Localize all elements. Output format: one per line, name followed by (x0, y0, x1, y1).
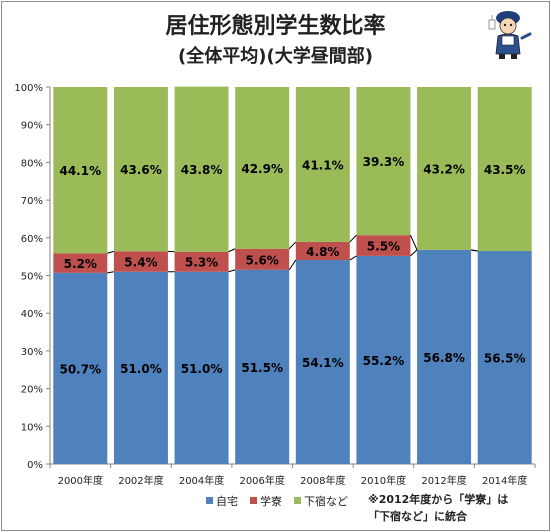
legend-label: 下宿など (304, 494, 348, 508)
y-tick-label: 100% (14, 83, 43, 94)
data-label: 39.3% (363, 155, 405, 169)
bar-segment-2 (53, 253, 108, 273)
y-tick-label: 60% (21, 234, 43, 245)
legend-swatch (294, 497, 301, 504)
mascot-character-icon (488, 11, 532, 59)
bar-segment-2 (356, 235, 411, 256)
bar-segment-2 (235, 248, 290, 270)
data-label: 43.5% (484, 163, 526, 177)
data-label: 51.0% (181, 362, 223, 376)
chart-subtitle: (全体平均)(大学昼間部) (178, 46, 373, 67)
legend-label: 自宅 (216, 494, 238, 508)
bar-segment-3 (356, 87, 411, 236)
data-label: 5.3% (185, 256, 218, 270)
data-label: 5.6% (246, 253, 279, 267)
y-tick-label: 40% (21, 309, 43, 320)
y-tick-label: 20% (21, 385, 43, 396)
y-tick-label: 80% (21, 158, 43, 169)
y-tick-label: 0% (27, 460, 43, 471)
bar-segment-1 (356, 255, 411, 464)
data-label: 42.9% (241, 162, 283, 176)
data-label: 56.5% (484, 351, 526, 365)
data-label: 43.2% (423, 162, 465, 176)
x-tick-label: 2008年度 (300, 474, 345, 487)
y-tick-label: 30% (21, 347, 43, 358)
bar-segment-2 (174, 251, 229, 272)
x-tick-label: 2010年度 (361, 474, 406, 487)
bar-segment-1 (235, 269, 290, 464)
bar-segment-1 (113, 271, 168, 464)
data-label: 55.2% (363, 354, 405, 368)
bar-segment-3 (235, 87, 290, 249)
bar-segment-3 (295, 87, 350, 242)
data-label: 5.5% (367, 240, 400, 254)
bar-segment-3 (477, 87, 532, 251)
bar-segment-2 (113, 251, 168, 272)
data-label: 43.8% (181, 163, 223, 177)
data-label: 50.7% (59, 362, 101, 376)
bar-segment-3 (417, 87, 472, 250)
x-tick-label: 2004年度 (179, 474, 224, 487)
series-line-1 (107, 249, 478, 274)
bar-segment-1 (295, 260, 350, 464)
data-label: 44.1% (59, 164, 101, 178)
footnote-line-1: ※2012年度から「学寮」は (368, 493, 509, 506)
data-label: 51.0% (120, 362, 162, 376)
legend-swatch (250, 497, 257, 504)
data-label: 41.1% (302, 158, 344, 172)
data-label: 54.1% (302, 356, 344, 370)
x-tick-label: 2014年度 (482, 474, 527, 487)
x-tick-label: 2002年度 (118, 474, 163, 487)
footnote-line-2: 「下宿など」に統合 (368, 510, 467, 523)
bar-segment-1 (477, 250, 532, 464)
y-tick-label: 10% (21, 422, 43, 433)
bar-segment-1 (417, 249, 472, 464)
legend-swatch (206, 497, 213, 504)
x-tick-label: 2006年度 (239, 474, 284, 487)
bar-segment-1 (53, 272, 108, 464)
data-label: 4.8% (306, 245, 339, 259)
series-line-2 (107, 234, 478, 254)
bar-segment-1 (174, 271, 229, 464)
data-label: 56.8% (423, 351, 465, 365)
data-label: 5.4% (124, 256, 157, 270)
data-label: 43.6% (120, 163, 162, 177)
data-label: 51.5% (241, 361, 283, 375)
footnote: ※2012年度から「学寮」は 「下宿など」に統合 (368, 491, 548, 525)
bar-segment-2 (295, 241, 350, 261)
bar-segment-3 (113, 87, 168, 252)
data-label: 5.2% (64, 257, 97, 271)
bar-segment-3 (174, 86, 229, 252)
y-tick-label: 50% (21, 272, 43, 283)
x-tick-label: 2012年度 (421, 474, 466, 487)
y-tick-label: 90% (21, 121, 43, 132)
chart-title: 居住形態別学生数比率 (165, 14, 386, 39)
y-tick-label: 70% (21, 196, 43, 207)
legend-label: 学寮 (260, 494, 282, 508)
x-tick-label: 2000年度 (58, 474, 103, 487)
bar-segment-3 (53, 87, 108, 254)
